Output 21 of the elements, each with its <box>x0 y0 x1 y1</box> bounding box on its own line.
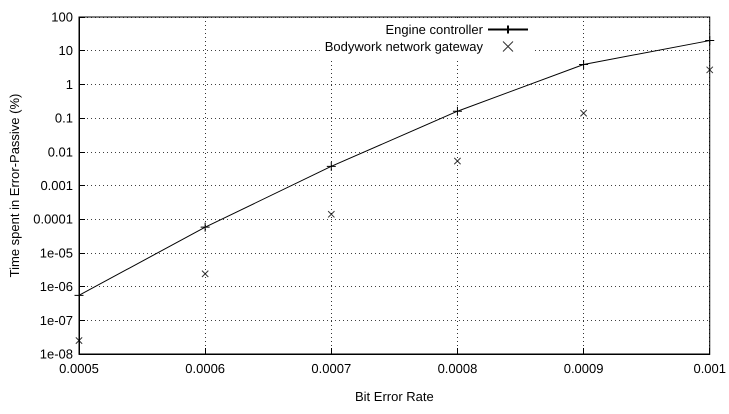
y-tick-label: 1 <box>66 76 73 92</box>
y-tick-label: 0.1 <box>54 110 73 126</box>
x-tick-label: 0.001 <box>693 361 726 376</box>
y-axis-title: Time spent in Error-Passive (%) <box>7 94 22 278</box>
legend-label: Engine controller <box>385 22 484 37</box>
y-tick-label: 10 <box>58 43 73 58</box>
x-tick-label: 0.0005 <box>59 361 99 376</box>
x-tick-label: 0.0006 <box>185 361 226 376</box>
y-tick-label: 0.01 <box>48 144 73 160</box>
x-tick-label: 0.0007 <box>311 361 352 376</box>
x-axis-title: Bit Error Rate <box>354 389 434 404</box>
y-tick-label: 1e-07 <box>40 312 73 328</box>
y-tick-label: 0.001 <box>40 178 73 193</box>
y-tick-label: 1e-08 <box>40 346 73 362</box>
x-tick-label: 0.0009 <box>564 361 604 376</box>
y-tick-label: 1e-06 <box>40 279 73 294</box>
y-tick-label: 0.0001 <box>33 212 73 227</box>
y-tick-label: 100 <box>51 10 73 24</box>
x-tick-label: 0.0008 <box>438 361 478 376</box>
y-tick-label: 1e-05 <box>40 245 73 260</box>
legend-label: Bodywork network gateway <box>324 39 484 54</box>
